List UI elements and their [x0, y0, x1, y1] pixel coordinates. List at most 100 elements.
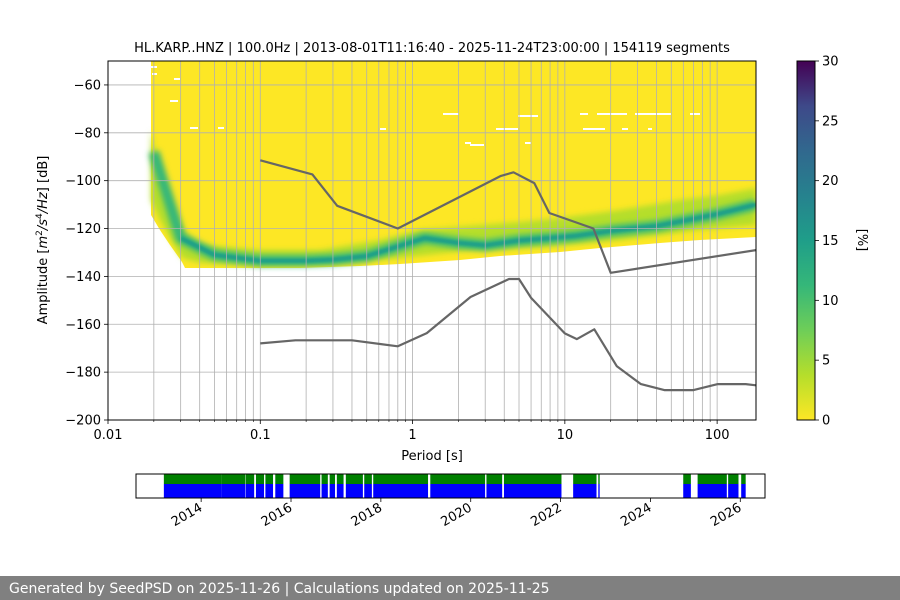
density-gap-3 [170, 100, 178, 102]
timeline-tick-label: 2016 [259, 500, 295, 530]
density-gap-16 [622, 128, 628, 130]
timeline-segment-bottom [373, 484, 429, 498]
density-gap-2 [174, 78, 180, 80]
series-line-nhnm [260, 159, 756, 274]
colorbar-tick-label: 15 [822, 234, 839, 249]
timeline-segment-top [486, 474, 503, 484]
timeline-segment-top [364, 474, 372, 484]
y-tick-label: −160 [65, 318, 101, 333]
density-gap-5 [218, 127, 224, 129]
density-gap-6 [380, 128, 386, 130]
density-gap-12 [525, 142, 531, 144]
timeline-segment-top [336, 474, 344, 484]
density-gap-4 [190, 127, 198, 129]
x-tick-label: 10 [557, 428, 574, 443]
y-tick-label: −180 [65, 366, 101, 381]
figure: HL.KARP..HNZ | 100.0Hz | 2013-08-01T11:1… [35, 41, 869, 530]
density-gap-13 [580, 113, 588, 115]
timeline-segment-bottom [289, 484, 321, 498]
timeline-segment-top [289, 474, 321, 484]
timeline-segment-bottom [221, 484, 246, 498]
density-gap-19 [690, 113, 700, 115]
timeline-tick-label: 2014 [169, 500, 205, 530]
x-gridlines [107, 61, 718, 420]
timeline-segment-top [683, 474, 691, 484]
colorbar-bar [796, 60, 816, 421]
timeline-segment-bottom [275, 484, 284, 498]
timeline-segment-bottom [573, 484, 597, 498]
timeline-frame [135, 473, 766, 499]
density-gap-18 [648, 128, 652, 130]
timeline-segment-bottom [430, 484, 486, 498]
timeline-segment-top [503, 474, 562, 484]
timeline-segment-bottom [598, 484, 600, 498]
series-line-nlnm [260, 277, 756, 392]
colorbar: 0 5 10 15 20 25 30 [%] [796, 55, 869, 429]
timeline-segment-bottom [741, 484, 746, 498]
timeline-tick-label: 2020 [439, 500, 475, 530]
timeline-segment-top [275, 474, 284, 484]
timeline-segment-top [255, 474, 265, 484]
timeline-segment-bottom [364, 484, 372, 498]
density-gap-14 [583, 128, 605, 130]
colorbar-label: [%] [854, 229, 869, 252]
colorbar-ticks: 0 5 10 15 20 25 30 [815, 55, 839, 429]
timeline-segment-top [598, 474, 600, 484]
timeline-segment-bottom [163, 484, 222, 498]
timeline-segment-top [373, 474, 429, 484]
timeline-segment-top [245, 474, 255, 484]
x-tick-label: 100 [705, 428, 730, 443]
density-gap-10 [496, 128, 518, 130]
timeline-segments [163, 474, 746, 498]
timeline-segment-top [741, 474, 746, 484]
timeline-segment-top [728, 474, 739, 484]
timeline-ticks: 2014 2016 2018 2020 2022 2024 2026 [169, 498, 744, 530]
timeline-tick-label: 2024 [618, 500, 654, 530]
density-gap-7 [443, 113, 459, 115]
density-gap-17 [635, 113, 671, 115]
y-axis-ticks: −200 −180 −160 −140 −120 −100 −80 −60 [65, 78, 108, 429]
y-tick-label: −120 [65, 222, 101, 237]
noise-model-lines [260, 159, 756, 392]
timeline-tick-label: 2022 [528, 500, 564, 530]
colorbar-tick-label: 25 [822, 114, 839, 129]
x-tick-label: 1 [408, 428, 416, 443]
timeline-segment-bottom [728, 484, 739, 498]
y-tick-label: −60 [74, 78, 101, 93]
timeline-segment-bottom [697, 484, 727, 498]
density-gap-15 [597, 113, 627, 115]
psd-density-heatmap [148, 61, 756, 268]
timeline-segment-bottom [336, 484, 344, 498]
timeline-segment-bottom [255, 484, 265, 498]
timeline-tick-label: 2026 [708, 500, 744, 530]
y-tick-label: −100 [65, 174, 101, 189]
timeline-segment-top [573, 474, 597, 484]
timeline-segment-top [697, 474, 727, 484]
timeline-segment-bottom [345, 484, 363, 498]
y-axis-label: Amplitude [m2/s4/Hz] [dB] [35, 156, 51, 325]
timeline-segment-top [329, 474, 336, 484]
density-gap-1 [152, 73, 157, 75]
colorbar-tick-label: 30 [822, 55, 839, 70]
timeline-segment-bottom [486, 484, 503, 498]
x-axis-label: Period [s] [401, 449, 463, 464]
data-availability-timeline: 2014 2016 2018 2020 2022 2024 2026 [135, 473, 766, 530]
x-tick-label: 0.01 [94, 428, 123, 443]
density-gap-11 [518, 115, 538, 117]
timeline-segment-top [345, 474, 363, 484]
timeline-tick-label: 2018 [349, 500, 385, 530]
density-gaps [151, 66, 700, 146]
timeline-segment-bottom [265, 484, 274, 498]
colorbar-tick-label: 0 [822, 414, 830, 429]
y-tick-label: −200 [65, 414, 101, 429]
timeline-segment-bottom [503, 484, 562, 498]
timeline-segment-top [321, 474, 328, 484]
timeline-segment-bottom [683, 484, 691, 498]
timeline-segment-top [430, 474, 486, 484]
footer-generated-by: Generated by SeedPSD on 2025-11-26 | Cal… [0, 576, 900, 600]
y-tick-label: −80 [74, 126, 101, 141]
timeline-segment-top [221, 474, 246, 484]
x-tick-label: 0.1 [250, 428, 271, 443]
density-gap-9 [470, 144, 484, 146]
timeline-segment-bottom [329, 484, 336, 498]
